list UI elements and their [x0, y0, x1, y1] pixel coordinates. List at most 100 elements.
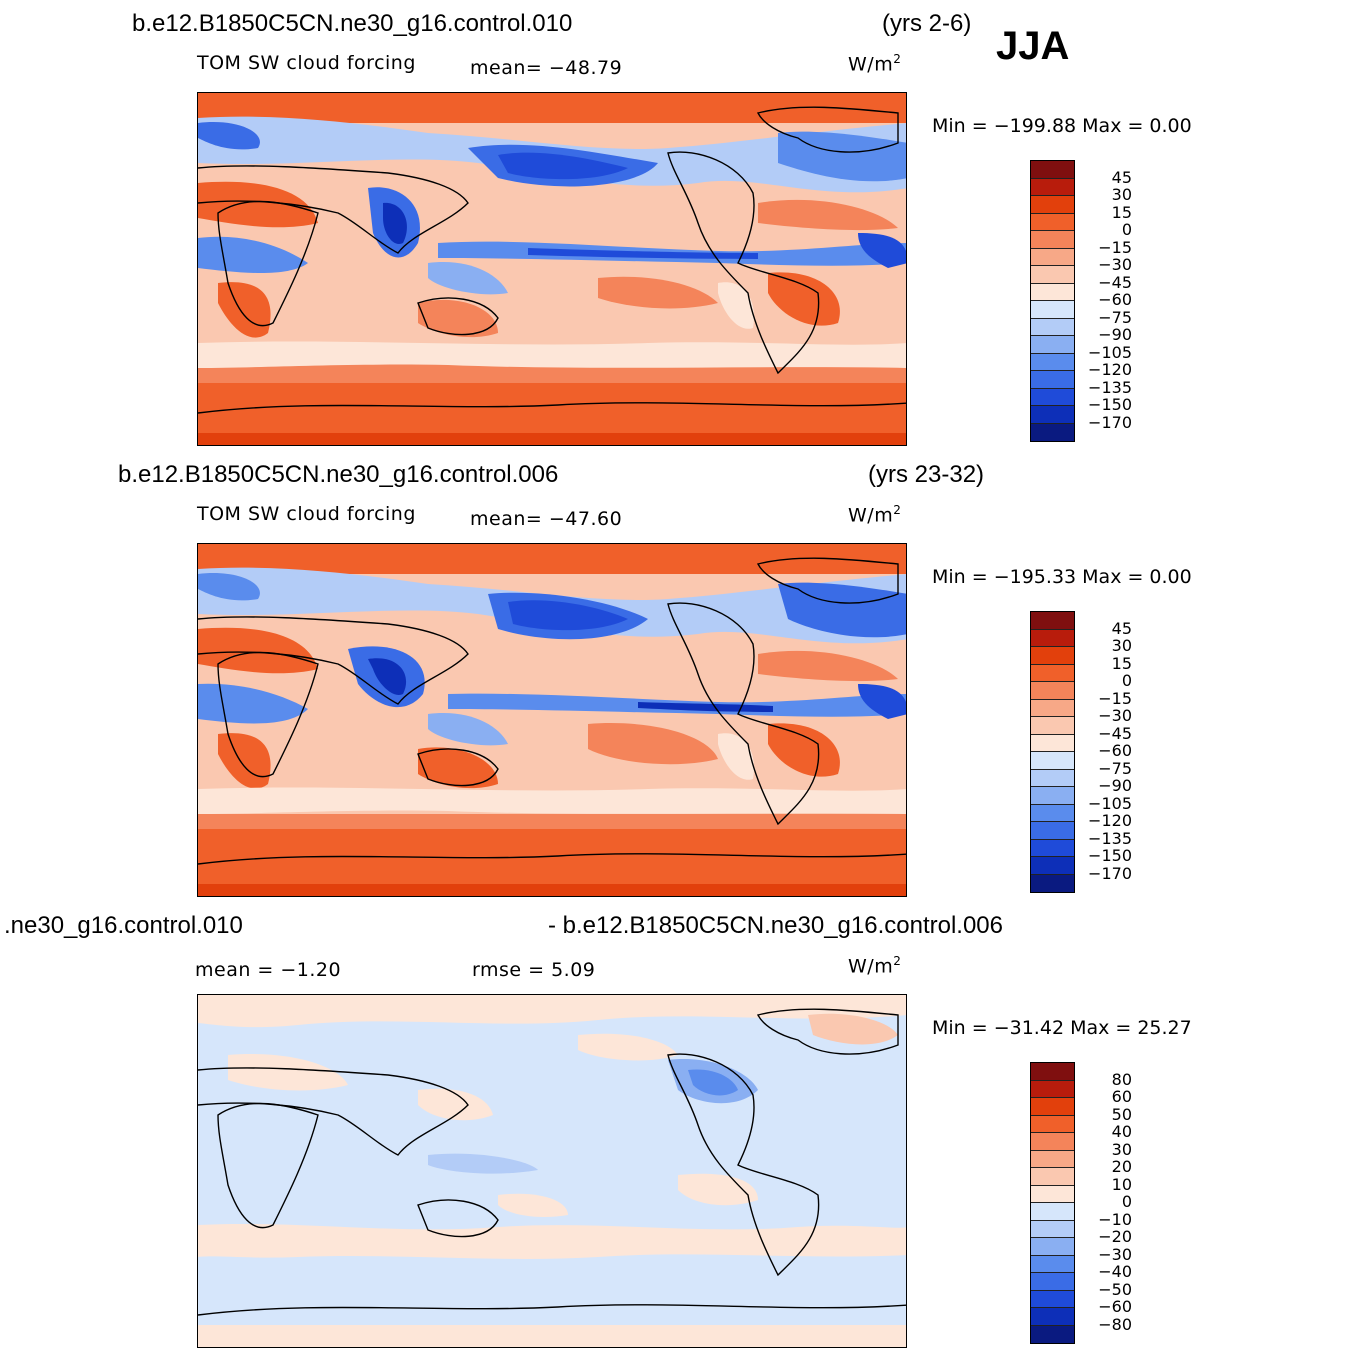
colorbar-swatch: [1031, 213, 1074, 231]
colorbar-label: −15: [1098, 688, 1132, 708]
colorbar-label: −90: [1098, 325, 1132, 344]
colorbar-swatch: [1031, 1325, 1074, 1343]
colorbar-swatch: [1031, 266, 1074, 284]
colorbar-swatch: [1031, 769, 1074, 787]
colorbar-label: 30: [1111, 1139, 1132, 1159]
colorbar-label: −80: [1098, 1314, 1132, 1334]
colorbar-label: −90: [1098, 776, 1132, 795]
colorbar-label: −30: [1098, 255, 1132, 274]
colorbar-label: −10: [1098, 1209, 1132, 1229]
colorbar-label: 20: [1111, 1157, 1132, 1176]
colorbar-swatch: [1031, 787, 1074, 805]
colorbar-swatch: [1031, 1238, 1074, 1256]
panel1-map: [197, 92, 907, 446]
panel2-colorbar: [1030, 611, 1075, 893]
panel1-mean: mean= −48.79: [470, 57, 623, 79]
panel2-years: (yrs 23-32): [868, 461, 985, 488]
panel2-units: W/m2: [848, 503, 902, 527]
colorbar-swatch: [1031, 664, 1074, 682]
panel2-variable: TOM SW cloud forcing: [197, 503, 416, 525]
panel3-mean: mean = −1.20: [195, 959, 342, 981]
colorbar-swatch: [1031, 1168, 1074, 1186]
colorbar-swatch: [1031, 388, 1074, 406]
colorbar-swatch: [1031, 699, 1074, 717]
colorbar-label: −75: [1098, 758, 1132, 778]
colorbar-swatch: [1031, 353, 1074, 371]
panel3-rmse: rmse = 5.09: [472, 959, 596, 981]
colorbar-label: −50: [1098, 1279, 1132, 1299]
colorbar-label: 40: [1111, 1122, 1132, 1141]
colorbar-label: 0: [1121, 220, 1132, 239]
colorbar-swatch: [1031, 1080, 1074, 1098]
colorbar-label: 15: [1111, 202, 1132, 222]
colorbar-swatch: [1031, 1185, 1074, 1203]
colorbar-label: −45: [1098, 272, 1132, 292]
colorbar-label: 80: [1111, 1069, 1132, 1089]
panel3-map: [197, 994, 907, 1348]
colorbar-label: −45: [1098, 723, 1132, 743]
colorbar-label: −170: [1088, 863, 1132, 883]
colorbar-swatch: [1031, 318, 1074, 336]
colorbar-swatch: [1031, 682, 1074, 700]
colorbar-swatch: [1031, 371, 1074, 389]
colorbar-label: −60: [1098, 1297, 1132, 1316]
panel3-colorbar: [1030, 1062, 1075, 1344]
panel2-minmax: Min = −195.33 Max = 0.00: [932, 566, 1192, 588]
colorbar-label: −30: [1098, 1244, 1132, 1264]
colorbar-swatch: [1031, 196, 1074, 214]
colorbar-label: 45: [1111, 167, 1132, 187]
panel3-map-field: [198, 995, 906, 1347]
colorbar-label: −135: [1088, 828, 1132, 848]
panel1-units: W/m2: [848, 52, 902, 76]
panel1-variable: TOM SW cloud forcing: [197, 52, 416, 74]
colorbar-label: 45: [1111, 618, 1132, 638]
colorbar-label: 10: [1111, 1174, 1132, 1194]
colorbar-label: −40: [1098, 1262, 1132, 1281]
colorbar-swatch: [1031, 804, 1074, 822]
panel1-colorbar: [1030, 160, 1075, 442]
colorbar-swatch: [1031, 161, 1074, 179]
colorbar-swatch: [1031, 1133, 1074, 1151]
colorbar-swatch: [1031, 301, 1074, 319]
colorbar-swatch: [1031, 629, 1074, 647]
colorbar-swatch: [1031, 734, 1074, 752]
colorbar-swatch: [1031, 178, 1074, 196]
colorbar-label: −20: [1098, 1227, 1132, 1246]
colorbar-label: 15: [1111, 653, 1132, 673]
colorbar-swatch: [1031, 336, 1074, 354]
panel1-minmax: Min = −199.88 Max = 0.00: [932, 115, 1192, 137]
colorbar-label: −135: [1088, 377, 1132, 397]
colorbar-label: 50: [1111, 1104, 1132, 1124]
colorbar-swatch: [1031, 1203, 1074, 1221]
colorbar-label: 30: [1111, 185, 1132, 204]
colorbar-swatch: [1031, 1063, 1074, 1081]
colorbar-swatch: [1031, 752, 1074, 770]
colorbar-swatch: [1031, 822, 1074, 840]
colorbar-label: −120: [1088, 811, 1132, 830]
colorbar-label: −150: [1088, 846, 1132, 865]
colorbar-label: 0: [1121, 1192, 1132, 1211]
colorbar-swatch: [1031, 1220, 1074, 1238]
season-label: JJA: [996, 24, 1070, 68]
colorbar-swatch: [1031, 1290, 1074, 1308]
colorbar-label: −150: [1088, 395, 1132, 414]
colorbar-swatch: [1031, 248, 1074, 266]
colorbar-swatch: [1031, 283, 1074, 301]
colorbar-label: −60: [1098, 290, 1132, 309]
panel3-minmax: Min = −31.42 Max = 25.27: [932, 1017, 1192, 1039]
panel2-mean: mean= −47.60: [470, 508, 623, 530]
panel2-map-field: [198, 544, 906, 896]
colorbar-label: 0: [1121, 671, 1132, 690]
colorbar-label: −120: [1088, 360, 1132, 379]
colorbar-swatch: [1031, 406, 1074, 424]
panel3-case-right: - b.e12.B1850C5CN.ne30_g16.control.006: [548, 912, 1003, 939]
colorbar-label: −75: [1098, 307, 1132, 327]
panel1-map-field: [198, 93, 906, 445]
colorbar-swatch: [1031, 1115, 1074, 1133]
colorbar-swatch: [1031, 612, 1074, 630]
panel2-map: [197, 543, 907, 897]
colorbar-swatch: [1031, 423, 1074, 441]
colorbar-swatch: [1031, 647, 1074, 665]
colorbar-label: −105: [1088, 342, 1132, 362]
panel2-case-name: b.e12.B1850C5CN.ne30_g16.control.006: [118, 461, 559, 488]
